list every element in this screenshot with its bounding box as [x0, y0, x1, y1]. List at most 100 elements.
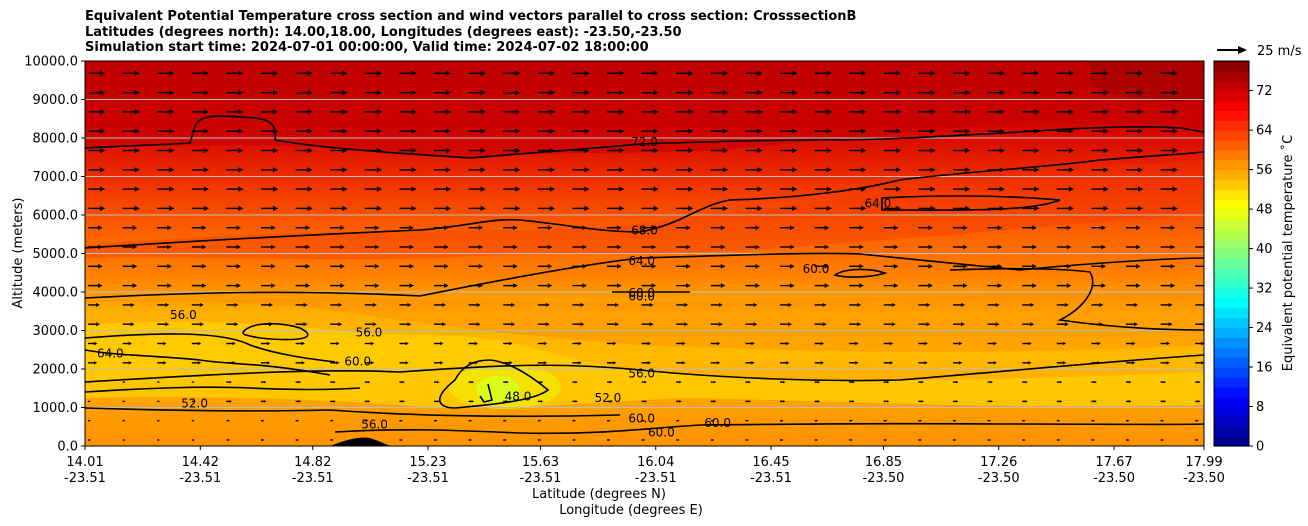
wind-vector-19 [88, 70, 106, 76]
y-tick-label-2: 2000.0 [33, 363, 79, 378]
wind-vector-523 [918, 70, 936, 76]
x-tick-label-lon-2: -23.51 [292, 471, 334, 486]
wind-vector-542 [953, 109, 971, 115]
wind-vector-262 [503, 244, 518, 250]
wind-vector-677 [1195, 341, 1204, 346]
wind-vector-476 [849, 167, 867, 173]
wind-vector-101 [226, 109, 244, 115]
x-tick-label-lat-7: 16.85 [865, 455, 902, 470]
colorbar-segment-15 [1214, 288, 1249, 299]
wind-vector-55 [157, 186, 175, 192]
wind-vector-230 [434, 51, 456, 57]
wind-vector-116 [261, 225, 276, 230]
wind-vector-251 [469, 51, 491, 57]
wind-vector-242 [468, 225, 484, 230]
wind-vector-428 [780, 283, 795, 288]
wind-vector-93 [226, 264, 241, 269]
wind-vector-482 [849, 51, 871, 57]
wind-vector-499 [883, 128, 901, 134]
wind-vector-358 [676, 419, 680, 422]
colorbar-tick-label-2: 16 [1256, 361, 1273, 376]
wind-vector-359 [676, 400, 682, 403]
colorbar-segment-0 [1214, 436, 1249, 447]
wind-vector-278 [537, 341, 548, 346]
wind-vector-211 [434, 419, 438, 422]
wind-vector-354 [641, 90, 659, 96]
wind-vector-71 [191, 283, 207, 288]
colorbar-tick-label-3: 24 [1256, 321, 1273, 336]
wind-vector-349 [641, 186, 659, 192]
wind-vector-391 [710, 186, 728, 192]
colorbar-segment-28 [1214, 159, 1249, 171]
wind-vector-193 [399, 361, 409, 365]
y-tick-label-10: 10000.0 [24, 55, 78, 70]
wind-vector-299 [572, 341, 582, 346]
wind-vector-373 [676, 128, 694, 134]
wind-vector-656 [1160, 341, 1170, 346]
wind-vector-442 [814, 419, 819, 422]
wind-vector-223 [434, 186, 452, 192]
contour-label-7: 64.0 [864, 196, 891, 210]
wind-vector-253 [503, 419, 507, 422]
wind-vector-672 [1195, 438, 1199, 442]
wind-vector-484 [883, 419, 888, 422]
field-region-yellow [85, 321, 1204, 408]
wind-vector-461 [815, 51, 837, 57]
wind-vector-510 [918, 322, 931, 327]
wind-vector-112 [261, 302, 273, 307]
wind-vector-407 [745, 283, 760, 288]
wind-vector-68 [191, 341, 202, 346]
wind-vector-345 [641, 264, 657, 269]
contour-label-15: 52.0 [595, 391, 622, 405]
wind-vector-248 [468, 109, 486, 115]
wind-vector-172 [364, 361, 375, 365]
wind-vector-47 [157, 341, 167, 346]
wind-vector-120 [261, 147, 279, 154]
wind-vector-370 [676, 186, 694, 192]
wind-vector-397 [710, 70, 728, 76]
wind-vector-435 [780, 147, 798, 154]
wind-vector-311 [572, 109, 590, 115]
wind-vector-63 [191, 439, 195, 441]
wind-vector-446 [814, 341, 824, 346]
wind-vector-283 [537, 244, 553, 250]
wind-vector-336 [641, 438, 646, 442]
wind-vector-417 [745, 90, 763, 96]
x-tick-label-lat-5: 16.04 [637, 455, 674, 470]
wind-vector-51 [157, 264, 172, 269]
wind-vector-109 [261, 361, 271, 365]
contour-label-2: 64.0 [628, 254, 655, 268]
wind-vector-467 [849, 341, 859, 346]
wind-vector-626 [1091, 109, 1109, 115]
y-tick-label-4: 4000.0 [33, 286, 79, 301]
wind-vector-66 [191, 381, 195, 384]
wind-vector-620 [1091, 225, 1106, 230]
wind-vector-631 [1126, 419, 1130, 422]
wind-vector-147 [330, 438, 334, 442]
wind-vector-481 [849, 70, 867, 76]
wind-vector-110 [261, 341, 271, 346]
contour-label-17: 60.0 [648, 426, 675, 440]
wind-vector-28 [122, 302, 135, 307]
y-tick-label-8: 8000.0 [33, 132, 79, 147]
wind-vector-614 [1091, 341, 1101, 346]
wind-vector-335 [607, 51, 629, 57]
wind-vector-582 [1022, 147, 1040, 154]
wind-vector-527 [953, 400, 959, 403]
wind-vector-57 [157, 147, 175, 154]
wind-vector-92 [226, 283, 241, 288]
wind-vector-137 [295, 225, 311, 230]
wind-vector-483 [883, 438, 888, 442]
wind-vector-75 [191, 205, 209, 211]
wind-vector-179 [364, 225, 380, 230]
wind-vector-326 [607, 225, 622, 230]
wind-vector-526 [953, 419, 957, 422]
wind-vector-274 [537, 419, 542, 422]
colorbar-segment-29 [1214, 149, 1249, 161]
wind-vector-174 [364, 322, 377, 327]
contour-labels: 72.068.064.060.060.056.060.064.060.056.0… [97, 135, 891, 440]
wind-vector-34 [122, 186, 140, 192]
wind-vector-559 [987, 186, 1005, 192]
wind-vector-293 [538, 51, 560, 57]
wind-vector-492 [883, 264, 899, 269]
